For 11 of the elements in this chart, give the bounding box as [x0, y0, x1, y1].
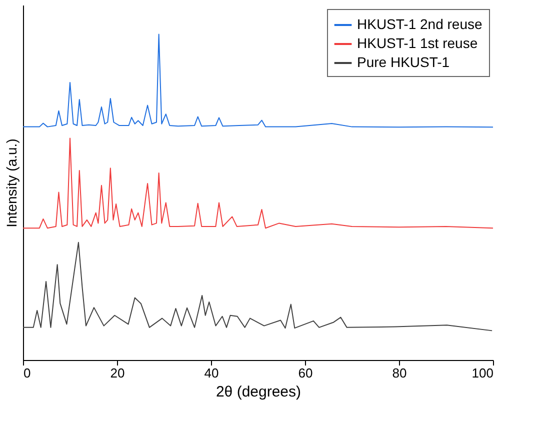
- y-axis-title: Intensity (a.u.): [4, 138, 20, 228]
- x-axis-title: 2θ (degrees): [216, 384, 302, 400]
- legend-label: HKUST-1 2nd reuse: [357, 16, 482, 32]
- x-tick-label: 40: [204, 366, 219, 380]
- x-tick-label: 60: [298, 366, 313, 380]
- legend-label: HKUST-1 1st reuse: [357, 35, 478, 51]
- x-tick-label: 20: [110, 366, 125, 380]
- x-tick-label: 0: [24, 366, 31, 380]
- legend-label: Pure HKUST-1: [357, 54, 450, 70]
- x-tick-label: 80: [392, 366, 407, 380]
- x-tick-label: 100: [472, 366, 494, 380]
